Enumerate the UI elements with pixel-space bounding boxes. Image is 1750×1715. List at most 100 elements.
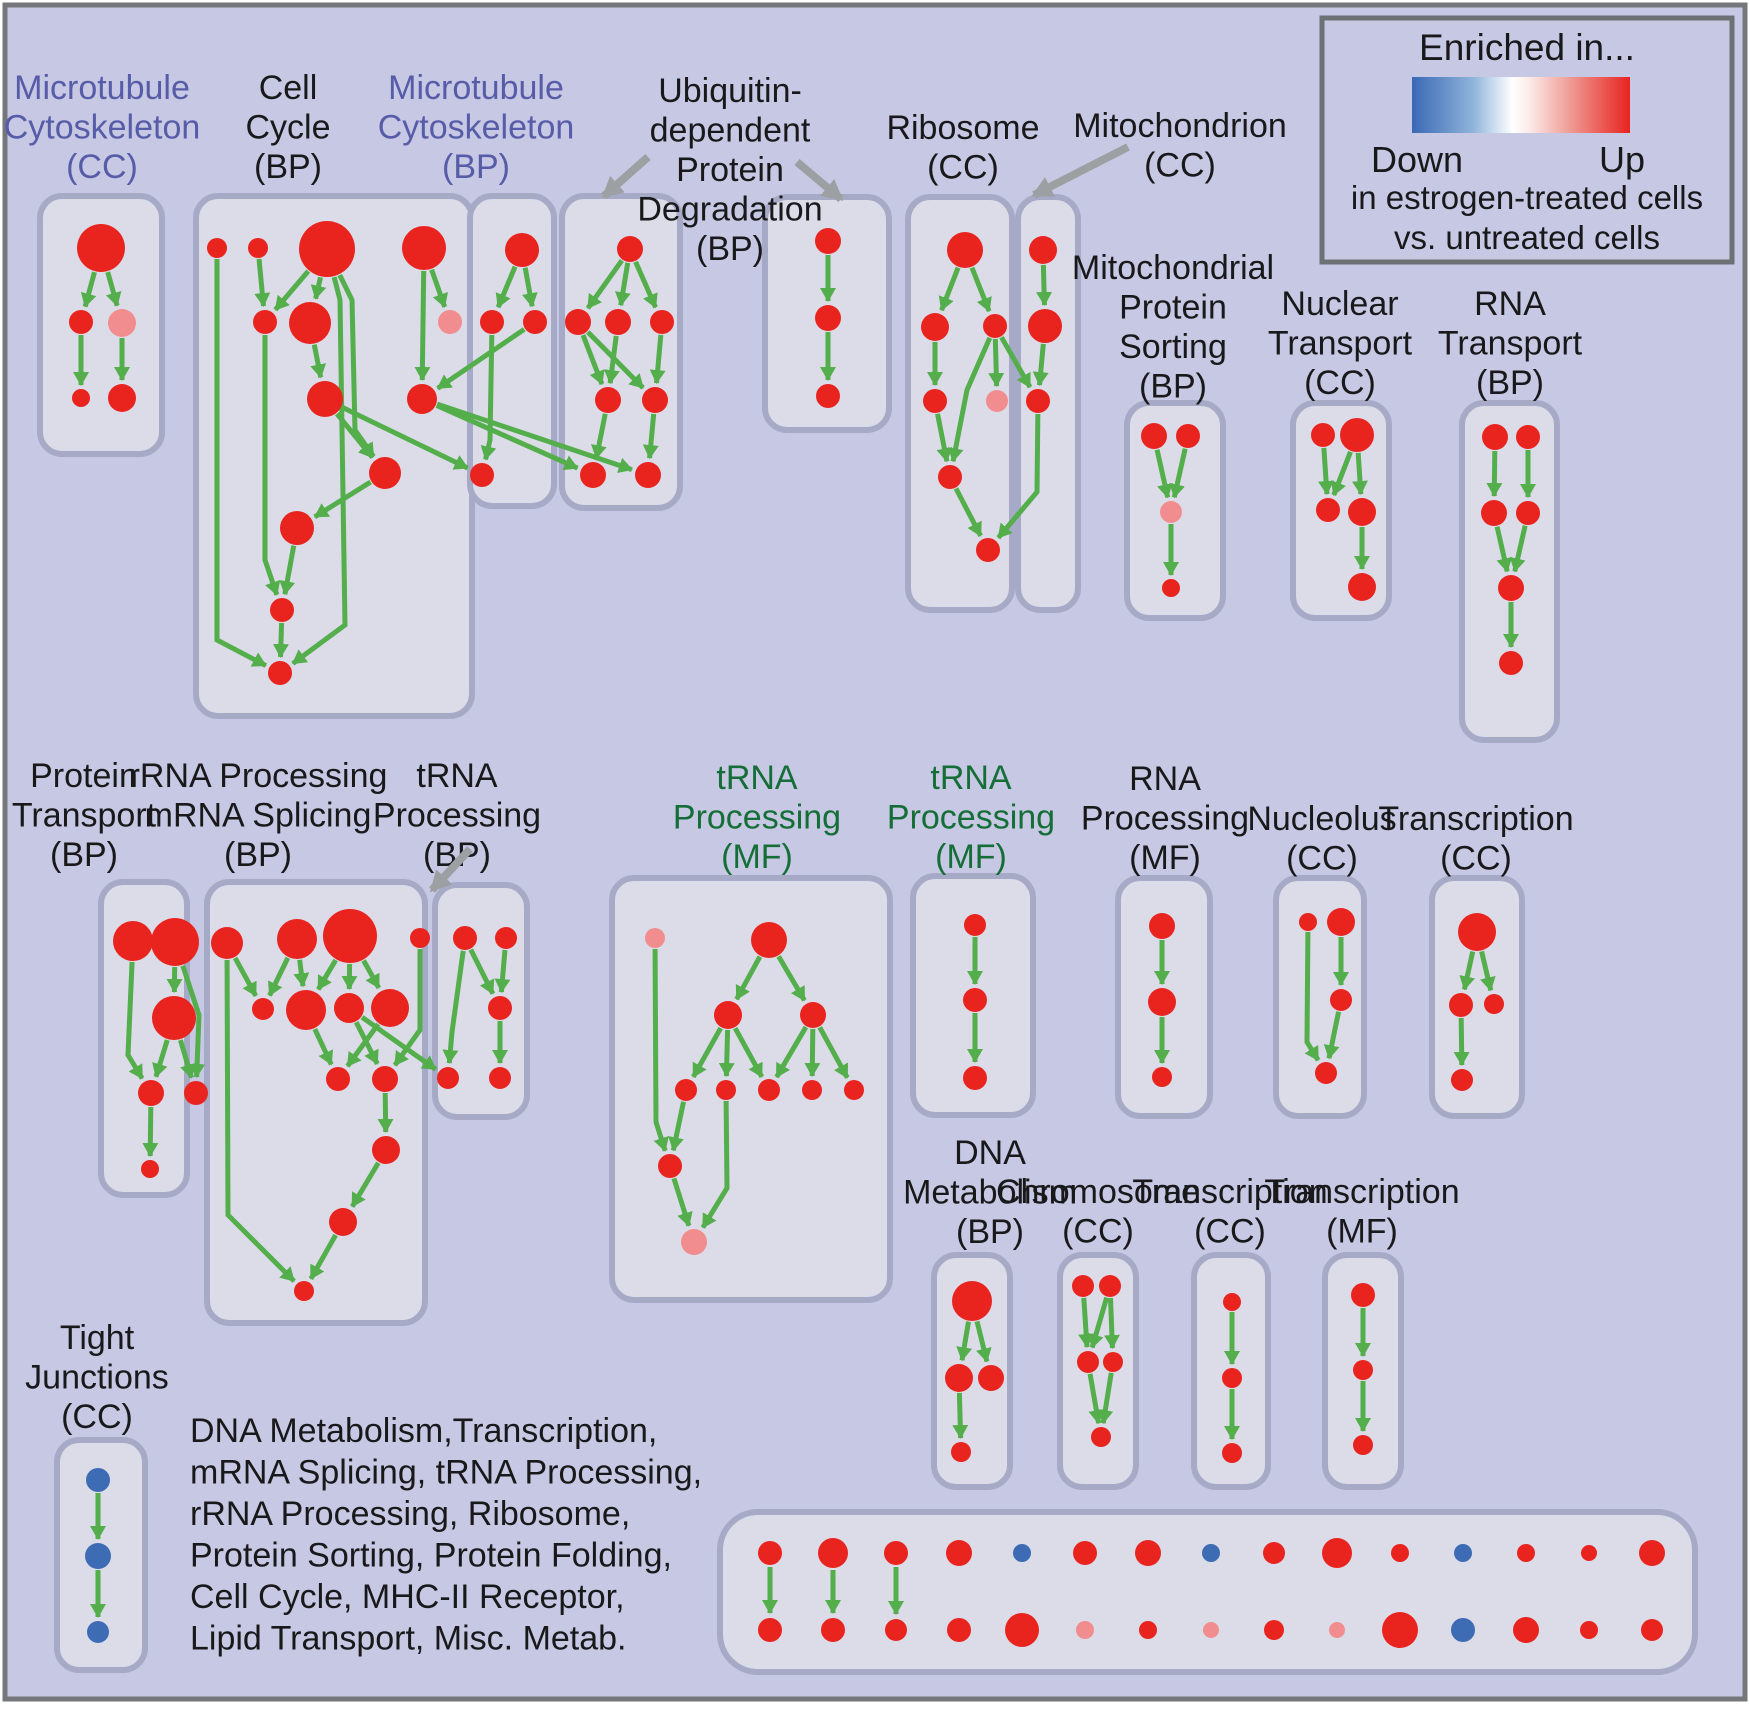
go-term-node-red — [1351, 1283, 1375, 1307]
relation-arrow — [947, 336, 993, 463]
cluster-label-dna-metabolism-bp: DNA — [954, 1134, 1026, 1172]
go-term-node-red — [758, 1079, 780, 1101]
go-term-node-red — [369, 457, 401, 489]
relation-arrow — [152, 1039, 170, 1078]
go-term-node-red — [945, 1364, 973, 1392]
go-term-node-red — [1580, 1621, 1598, 1639]
go-term-node-blue — [85, 1543, 111, 1569]
go-term-node-red — [488, 996, 512, 1020]
relation-arrow — [335, 412, 375, 460]
cluster-label-protein-transport-bp: Transport — [12, 797, 157, 835]
go-term-node-red — [505, 233, 539, 267]
cluster-label-microtubule-cytoskeleton-cc: Cytoskeleton — [4, 109, 201, 147]
go-term-node-red — [407, 384, 437, 414]
relation-arrow — [1479, 950, 1496, 992]
go-term-node-red — [946, 1540, 972, 1566]
go-term-node-red — [963, 988, 987, 1012]
go-term-node-red — [152, 996, 196, 1040]
go-term-node-red — [1091, 1427, 1111, 1447]
relation-arrow — [952, 1392, 969, 1440]
relation-arrow — [310, 276, 327, 300]
relation-arrow — [293, 959, 310, 988]
go-term-node-red — [1139, 1621, 1157, 1639]
cluster-label-ribosome-cc: Ribosome — [886, 109, 1039, 147]
go-term-node-red — [1299, 913, 1317, 931]
go-term-node-red — [1353, 1435, 1373, 1455]
relation-arrow — [377, 1092, 394, 1134]
cluster-label-dna-metabolism-bp: Metabolism — [903, 1174, 1077, 1212]
go-term-node-red — [1222, 1443, 1242, 1463]
cluster-label-cell-cycle-bp: (BP) — [254, 148, 322, 186]
relation-arrow — [1078, 1297, 1095, 1349]
relation-arrow — [996, 413, 1041, 540]
cluster-label-cell-cycle-bp: Cell — [259, 69, 318, 107]
go-term-node-red — [1451, 1069, 1473, 1091]
go-term-node-red — [1077, 1351, 1099, 1373]
go-term-node-red — [758, 1618, 782, 1642]
cluster-label-trna-processing-mf-1: Processing — [673, 799, 841, 837]
go-term-node-red — [1099, 1275, 1121, 1297]
go-term-node-red — [1391, 1544, 1409, 1562]
go-term-node-red — [815, 228, 841, 254]
go-term-node-red — [1482, 424, 1508, 450]
go-term-node-red — [1005, 1613, 1039, 1647]
label-pointer-arrow — [601, 154, 651, 199]
go-term-node-red — [294, 1281, 314, 1301]
cluster-label-mitochondrial-protein-sorting-bp: Mitochondrial — [1072, 249, 1274, 287]
go-term-node-red — [280, 511, 314, 545]
relation-arrow — [178, 1039, 196, 1079]
go-term-node-red — [1513, 1617, 1539, 1643]
go-term-node-red — [1484, 994, 1504, 1014]
cluster-label-trna-processing-mf-1: (MF) — [721, 838, 793, 876]
relation-arrow — [591, 413, 608, 460]
relation-arrow — [494, 949, 511, 994]
cluster-label-microtubule-cytoskeleton-cc: (CC) — [66, 148, 138, 186]
go-term-node-red — [69, 310, 93, 334]
cluster-label-rna-transport-bp: Transport — [1438, 325, 1583, 363]
relation-arrow — [1494, 526, 1513, 573]
annotation-text: DNA Metabolism,Transcription, — [190, 1412, 657, 1450]
go-term-node-red — [1222, 1368, 1242, 1388]
cluster-label-mitochondrion-cc: (CC) — [1144, 147, 1216, 185]
legend-subtitle-line1: in estrogen-treated cells — [1351, 179, 1703, 216]
go-term-node-pink — [1076, 1621, 1094, 1639]
go-term-node-red — [1340, 418, 1374, 452]
go-term-node-red — [617, 236, 643, 262]
go-term-node-red — [675, 1079, 697, 1101]
cluster-label-rna-processing-mf: (MF) — [1129, 839, 1201, 877]
annotation-text: Lipid Transport, Misc. Metab. — [190, 1620, 627, 1658]
go-term-node-red — [938, 465, 962, 489]
cluster-label-rrna-processing-mrna-splicing-bp: rRNA Processing — [129, 757, 388, 795]
relation-arrow — [442, 950, 466, 1065]
legend-gradient-bar — [1412, 77, 1630, 133]
relation-arrow — [361, 959, 382, 990]
go-term-node-red — [1026, 389, 1050, 413]
relation-arrow — [262, 335, 281, 596]
cluster-box-rrna-processing — [204, 879, 428, 1326]
relation-arrow — [1097, 1372, 1114, 1425]
go-term-node-red — [1263, 1542, 1285, 1564]
go-term-node-red — [1072, 1275, 1094, 1297]
relation-arrow — [1509, 525, 1528, 573]
cluster-label-trna-processing-mf-1: tRNA — [716, 759, 798, 797]
cluster-label-nucleolus-cc: (CC) — [1286, 840, 1358, 878]
relation-arrow — [495, 265, 518, 309]
go-term-node-pink — [1329, 1622, 1345, 1638]
relation-arrow — [614, 262, 631, 307]
relation-arrow — [817, 1026, 850, 1079]
go-term-node-red — [480, 310, 504, 334]
go-term-node-red — [1348, 498, 1376, 526]
go-term-node-red — [714, 1001, 742, 1029]
go-term-node-red — [277, 919, 317, 959]
go-term-node-pink — [1160, 501, 1182, 523]
cluster-label-nuclear-transport-cc: (CC) — [1304, 364, 1376, 402]
relation-arrow — [1318, 447, 1335, 496]
go-term-node-red — [1223, 1293, 1241, 1311]
relation-arrow — [254, 258, 271, 308]
go-term-node-red — [1330, 989, 1352, 1011]
go-term-node-red — [371, 989, 409, 1027]
go-term-node-red — [983, 314, 1007, 338]
go-term-node-red — [802, 1080, 822, 1100]
relation-arrow — [279, 545, 297, 596]
cluster-label-rna-processing-mf: Processing — [1081, 800, 1249, 838]
